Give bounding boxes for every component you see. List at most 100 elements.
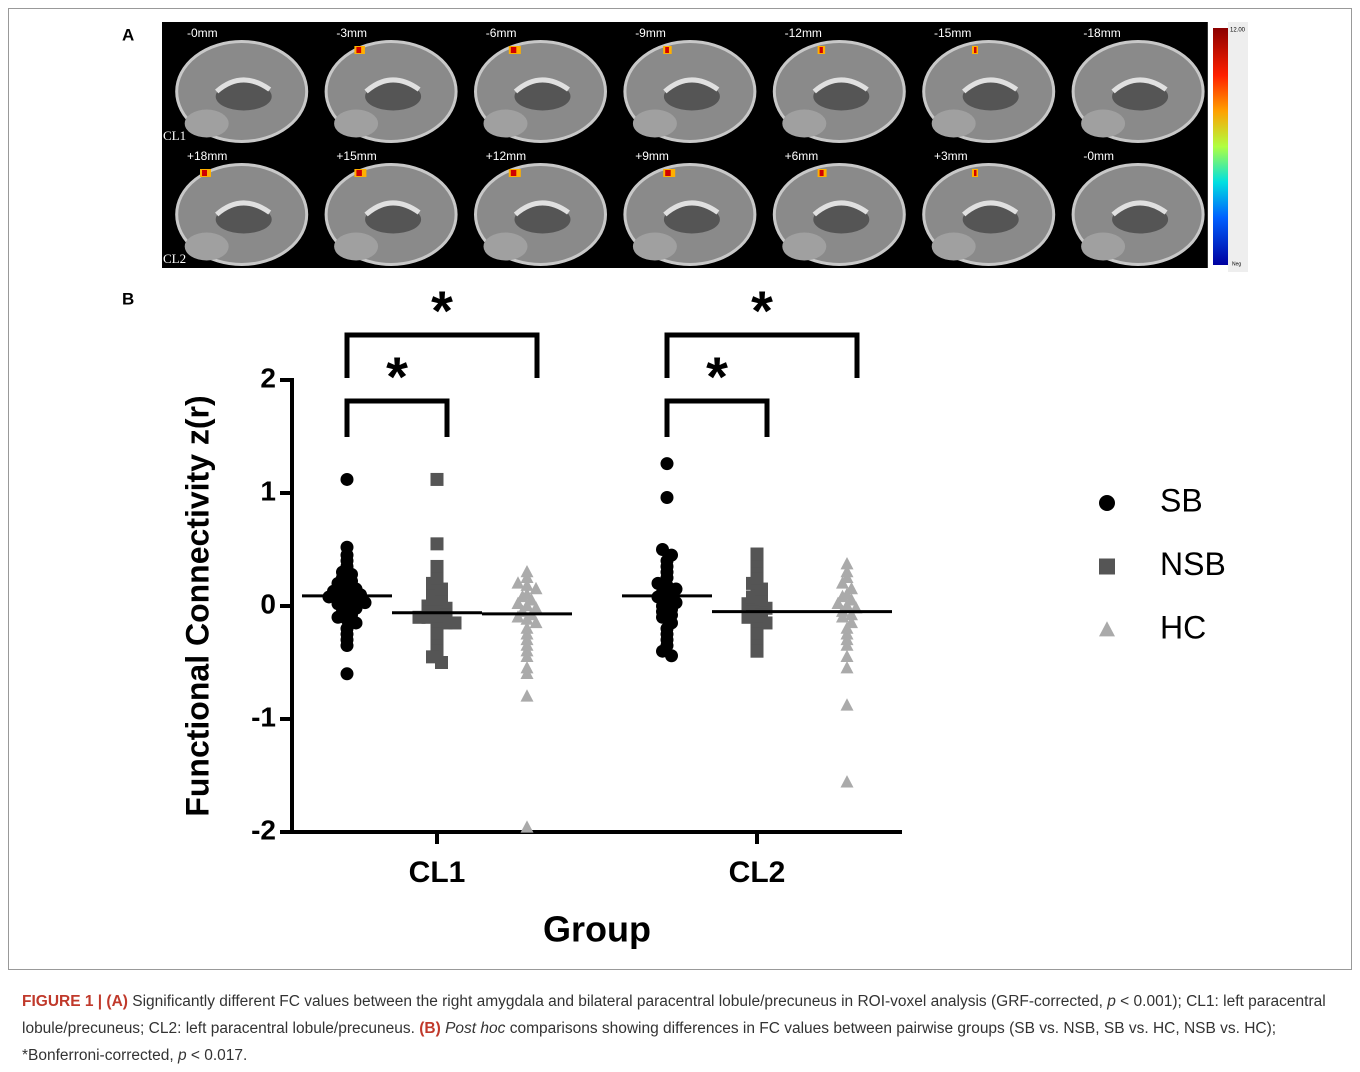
caption-segment: Post hoc — [445, 1020, 506, 1037]
cerebellum — [334, 232, 379, 261]
corpus-callosum — [364, 200, 421, 217]
colorbar-bg — [1228, 22, 1248, 272]
brain-inner — [663, 82, 720, 111]
activation — [510, 47, 517, 53]
data-point — [520, 649, 534, 663]
data-point — [831, 596, 845, 609]
panel-label: A — [122, 25, 134, 44]
colorbar-min: Neg — [1232, 261, 1241, 267]
corpus-callosum — [962, 77, 1019, 94]
data-point — [845, 607, 858, 621]
caption-segment: FIGURE 1 | (A) — [22, 993, 128, 1010]
caption-segment: comparisons showing differences in FC va… — [22, 1020, 1281, 1064]
slice-label: -18mm — [1083, 26, 1120, 40]
data-point — [845, 581, 858, 595]
y-tick-label: -2 — [251, 814, 276, 845]
brain-inner — [365, 205, 422, 234]
slice-label: -6mm — [486, 26, 517, 40]
slice-label: -12mm — [785, 26, 822, 40]
significance-label: * — [386, 345, 408, 408]
data-point — [430, 537, 444, 551]
data-point — [340, 540, 354, 554]
activation — [665, 47, 669, 53]
activation — [974, 47, 977, 53]
slice-label: +3mm — [934, 149, 968, 163]
activation — [819, 47, 823, 53]
data-point — [430, 472, 444, 486]
brain-inner — [962, 205, 1019, 234]
data-point — [435, 582, 448, 596]
data-point — [669, 582, 683, 596]
cerebellum — [334, 109, 379, 138]
legend-label: SB — [1160, 482, 1203, 518]
activation — [819, 170, 824, 176]
data-point — [755, 582, 768, 596]
activation — [356, 170, 362, 176]
slice-label: -0mm — [187, 26, 218, 40]
data-point — [750, 547, 764, 561]
data-point — [520, 564, 534, 578]
legend-label: HC — [1160, 609, 1206, 645]
x-tick-label: CL2 — [729, 856, 786, 889]
data-point — [529, 581, 543, 595]
data-point — [840, 775, 854, 788]
activation — [974, 170, 977, 176]
corpus-callosum — [663, 200, 720, 217]
data-point — [750, 644, 764, 658]
data-point — [520, 666, 534, 679]
corpus-callosum — [1111, 77, 1168, 94]
activation — [510, 170, 517, 176]
caption-segment: p — [177, 1047, 187, 1064]
data-point — [340, 472, 354, 486]
slice-label: -3mm — [336, 26, 367, 40]
brain-inner — [365, 82, 422, 111]
cerebellum — [483, 232, 528, 261]
significance-label: * — [706, 345, 728, 408]
data-point — [840, 557, 854, 570]
caption-segment: Significantly different FC values betwee… — [127, 993, 1108, 1010]
corpus-callosum — [513, 200, 570, 217]
data-point — [665, 649, 678, 663]
data-point — [520, 587, 534, 600]
data-point — [340, 639, 354, 653]
brain-inner — [813, 205, 870, 234]
corpus-callosum — [513, 77, 570, 94]
caption-segment: (B) — [419, 1020, 441, 1037]
data-point — [511, 610, 525, 623]
data-point — [840, 564, 854, 578]
slice-label: -9mm — [635, 26, 666, 40]
slice-label: +15mm — [336, 149, 376, 163]
data-point — [529, 615, 543, 629]
corpus-callosum — [812, 77, 869, 94]
data-point — [340, 667, 354, 681]
corpus-callosum — [215, 200, 272, 217]
cerebellum — [1081, 109, 1126, 138]
caption: FIGURE 1 | (A) Significantly different F… — [22, 988, 1340, 1069]
slice-label: -0mm — [1083, 149, 1114, 163]
cerebellum — [184, 109, 229, 138]
figure-border — [8, 8, 1352, 970]
slice-label: +6mm — [785, 149, 819, 163]
activation — [202, 170, 207, 176]
cerebellum — [931, 109, 976, 138]
data-point — [836, 610, 849, 623]
slice-label: +12mm — [486, 149, 526, 163]
brain-inner — [1112, 205, 1169, 234]
data-point — [840, 649, 854, 663]
y-tick-label: -1 — [251, 701, 276, 732]
brain-inner — [215, 82, 272, 111]
activation — [665, 170, 671, 176]
brain-inner — [813, 82, 870, 111]
y-tick-label: 1 — [260, 475, 276, 506]
data-point — [448, 616, 462, 630]
data-point — [840, 661, 854, 674]
cerebellum — [632, 109, 677, 138]
data-point — [511, 596, 525, 609]
row-label: CL2 — [163, 251, 186, 266]
panel-label: B — [122, 289, 134, 308]
row-label: CL1 — [163, 128, 186, 143]
cerebellum — [184, 232, 229, 261]
cerebellum — [782, 232, 827, 261]
y-tick-label: 2 — [260, 362, 276, 393]
